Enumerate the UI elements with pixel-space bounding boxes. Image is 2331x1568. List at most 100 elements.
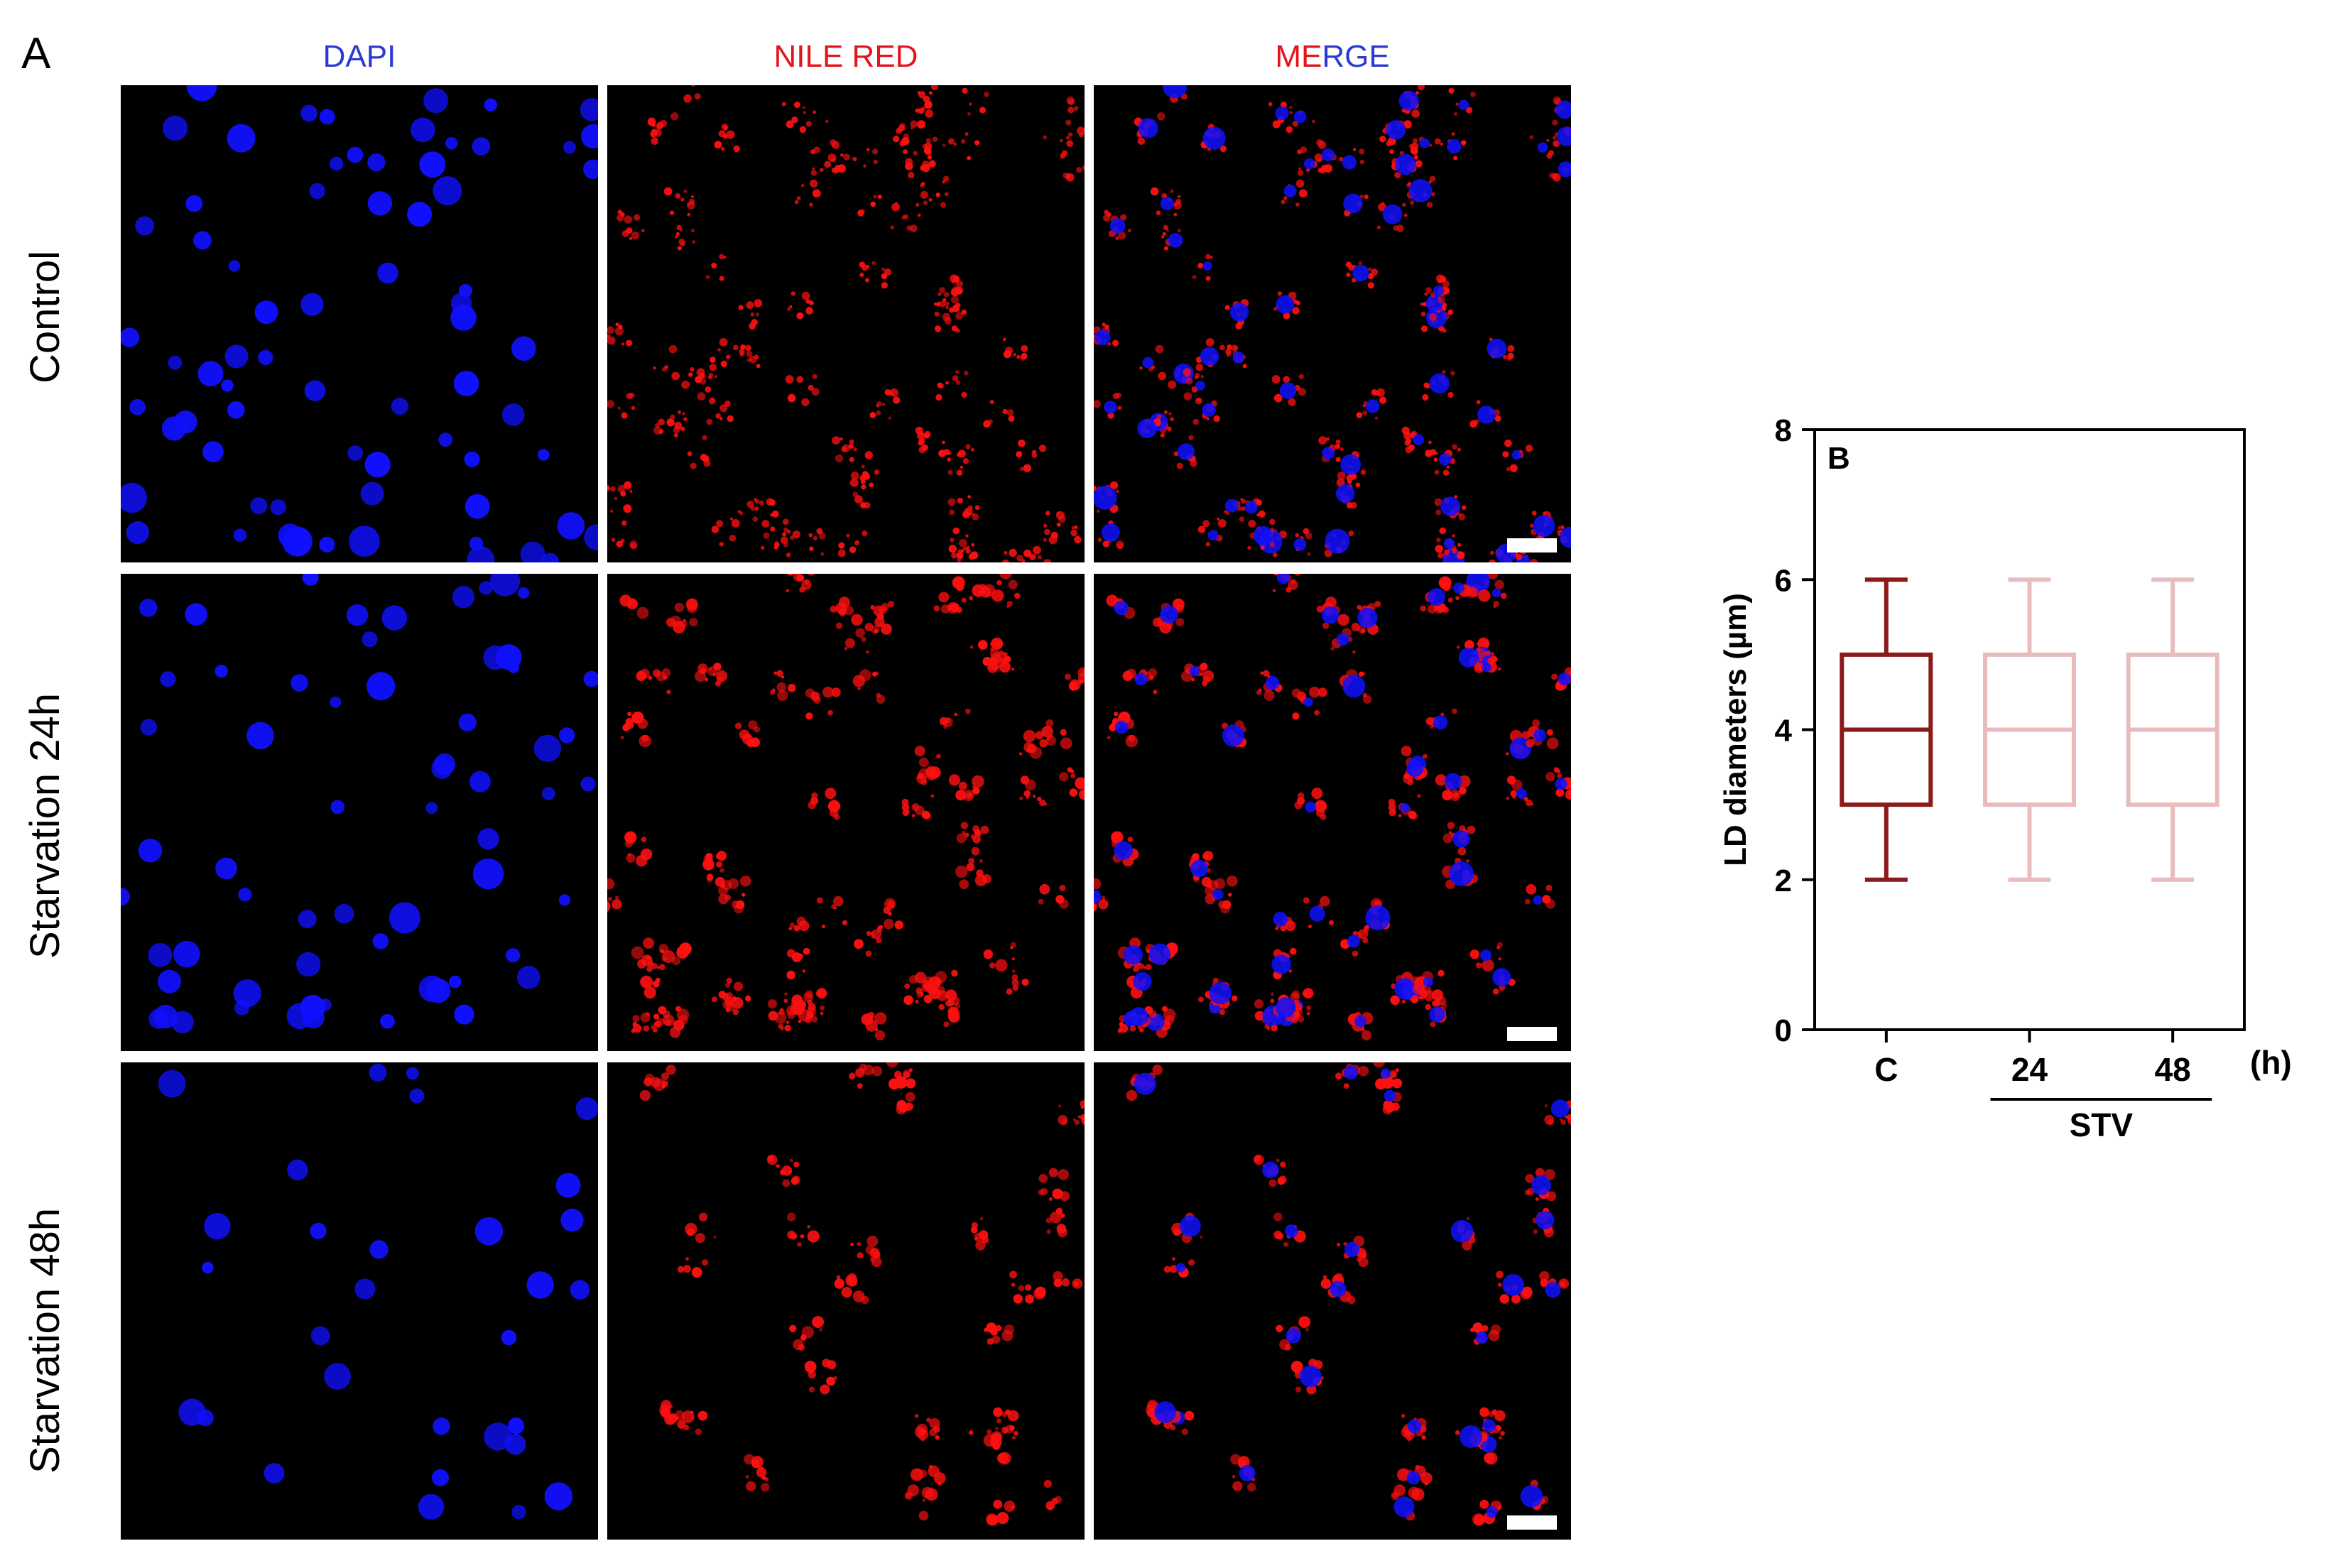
lipid-droplet-spot	[925, 138, 931, 143]
lipid-droplet-spot	[808, 1386, 815, 1393]
lipid-droplet-spot	[1038, 1189, 1045, 1196]
lipid-droplet-spot	[971, 543, 975, 547]
nucleus-spot	[193, 231, 212, 250]
scale-bar	[1507, 538, 1557, 552]
lipid-droplet-spot	[974, 505, 980, 511]
lipid-droplet-spot	[1542, 895, 1551, 904]
lipid-droplet-spot	[1320, 1278, 1331, 1289]
lipid-droplet-spot	[1008, 415, 1015, 422]
lipid-droplet-spot	[942, 175, 950, 182]
lipid-droplet-spot	[986, 1322, 996, 1333]
lipid-droplet-spot	[849, 1072, 856, 1080]
lipid-droplet-spot	[810, 797, 819, 805]
lipid-droplet-spot	[1228, 893, 1232, 897]
lipid-droplet-spot	[1038, 1174, 1048, 1183]
lipid-droplet-spot	[935, 1435, 940, 1440]
lipid-droplet-spot	[922, 1498, 926, 1502]
lipid-droplet-spot	[1298, 189, 1308, 198]
lipid-droplet-spot	[1305, 532, 1313, 540]
lipid-droplet-spot	[1439, 527, 1446, 535]
lipid-droplet-spot	[849, 546, 857, 553]
lipid-droplet-spot	[1494, 415, 1501, 422]
lipid-droplet-spot	[719, 868, 724, 873]
lipid-droplet-spot	[896, 1100, 907, 1111]
lipid-droplet-spot	[809, 202, 813, 207]
lipid-droplet-spot	[629, 236, 633, 241]
lipid-droplet-spot	[607, 897, 613, 902]
lipid-droplet-spot	[689, 618, 698, 627]
lipid-droplet-spot	[636, 670, 646, 681]
lipid-droplet-spot	[970, 447, 974, 452]
lipid-droplet-spot	[1269, 542, 1276, 548]
lipid-droplet-spot	[631, 946, 644, 959]
lipid-droplet-spot	[995, 959, 1008, 971]
nucleus-spot	[1449, 861, 1474, 886]
nucleus-spot	[419, 151, 446, 178]
lipid-droplet-spot	[1533, 1229, 1538, 1234]
lipid-droplet-spot	[1058, 515, 1066, 523]
lipid-droplet-spot	[969, 596, 973, 601]
lipid-droplet-spot	[734, 903, 744, 914]
lipid-droplet-spot	[951, 552, 957, 559]
lipid-droplet-spot	[913, 805, 916, 809]
lipid-droplet-spot	[1096, 509, 1100, 513]
lipid-droplet-spot	[691, 1267, 702, 1278]
lipid-droplet-spot	[700, 667, 707, 675]
lipid-droplet-spot	[980, 825, 989, 834]
lipid-droplet-spot	[902, 1069, 911, 1079]
lipid-droplet-spot	[978, 640, 988, 650]
lipid-droplet-spot	[725, 354, 731, 360]
nucleus-spot	[506, 948, 521, 963]
lipid-droplet-spot	[938, 450, 946, 457]
lipid-droplet-spot	[1170, 417, 1174, 421]
lipid-droplet-spot	[1535, 1167, 1545, 1177]
lipid-droplet-spot	[834, 1376, 837, 1380]
lipid-droplet-spot	[618, 325, 623, 330]
lipid-droplet-spot	[1443, 549, 1450, 555]
lipid-droplet-spot	[1053, 1278, 1063, 1287]
lipid-droplet-spot	[866, 930, 871, 937]
lipid-droplet-spot	[645, 1012, 651, 1017]
lipid-droplet-spot	[1241, 506, 1246, 511]
lipid-droplet-spot	[947, 457, 952, 462]
lipid-droplet-spot	[865, 1245, 875, 1255]
lipid-droplet-spot	[1195, 364, 1204, 371]
lipid-droplet-spot	[1094, 485, 1097, 491]
lipid-droplet-spot	[929, 1418, 940, 1430]
lipid-droplet-spot	[1447, 391, 1454, 398]
nucleus-spot	[1492, 968, 1511, 987]
lipid-droplet-spot	[1044, 528, 1050, 535]
lipid-droplet-spot	[621, 342, 625, 346]
lipid-droplet-spot	[1203, 851, 1214, 861]
lipid-droplet-spot	[801, 398, 810, 406]
lipid-droplet-spot	[1270, 998, 1275, 1003]
lipid-droplet-spot	[1046, 1229, 1051, 1234]
lipid-droplet-spot	[1477, 637, 1490, 650]
lipid-droplet-spot	[1043, 559, 1052, 562]
lipid-droplet-spot	[813, 110, 817, 114]
lipid-droplet-spot	[903, 995, 913, 1006]
lipid-droplet-spot	[984, 92, 989, 97]
lipid-droplet-spot	[963, 371, 969, 376]
lipid-droplet-spot	[1307, 552, 1311, 556]
lipid-droplet-spot	[1148, 1010, 1157, 1018]
lipid-droplet-spot	[1004, 1501, 1016, 1512]
lipid-droplet-spot	[673, 1019, 685, 1031]
nucleus-spot	[1276, 574, 1291, 584]
lipid-droplet-spot	[711, 398, 714, 402]
lipid-droplet-spot	[680, 426, 685, 432]
lipid-droplet-spot	[1271, 992, 1274, 996]
lipid-droplet-spot	[1192, 275, 1197, 280]
lipid-droplet-spot	[777, 690, 788, 701]
nucleus-spot	[484, 1422, 512, 1451]
nucleus-spot	[1283, 185, 1297, 198]
nucleus-spot	[1163, 85, 1188, 99]
lipid-droplet-spot	[1401, 1414, 1406, 1418]
lipid-droplet-spot	[937, 986, 945, 995]
lipid-droplet-spot	[1277, 291, 1282, 296]
lipid-droplet-spot	[947, 601, 959, 614]
lipid-droplet-spot	[807, 1230, 820, 1243]
group-label-stv: STV	[2070, 1106, 2134, 1143]
nucleus-spot	[364, 452, 391, 478]
nucleus-spot	[1253, 526, 1273, 545]
